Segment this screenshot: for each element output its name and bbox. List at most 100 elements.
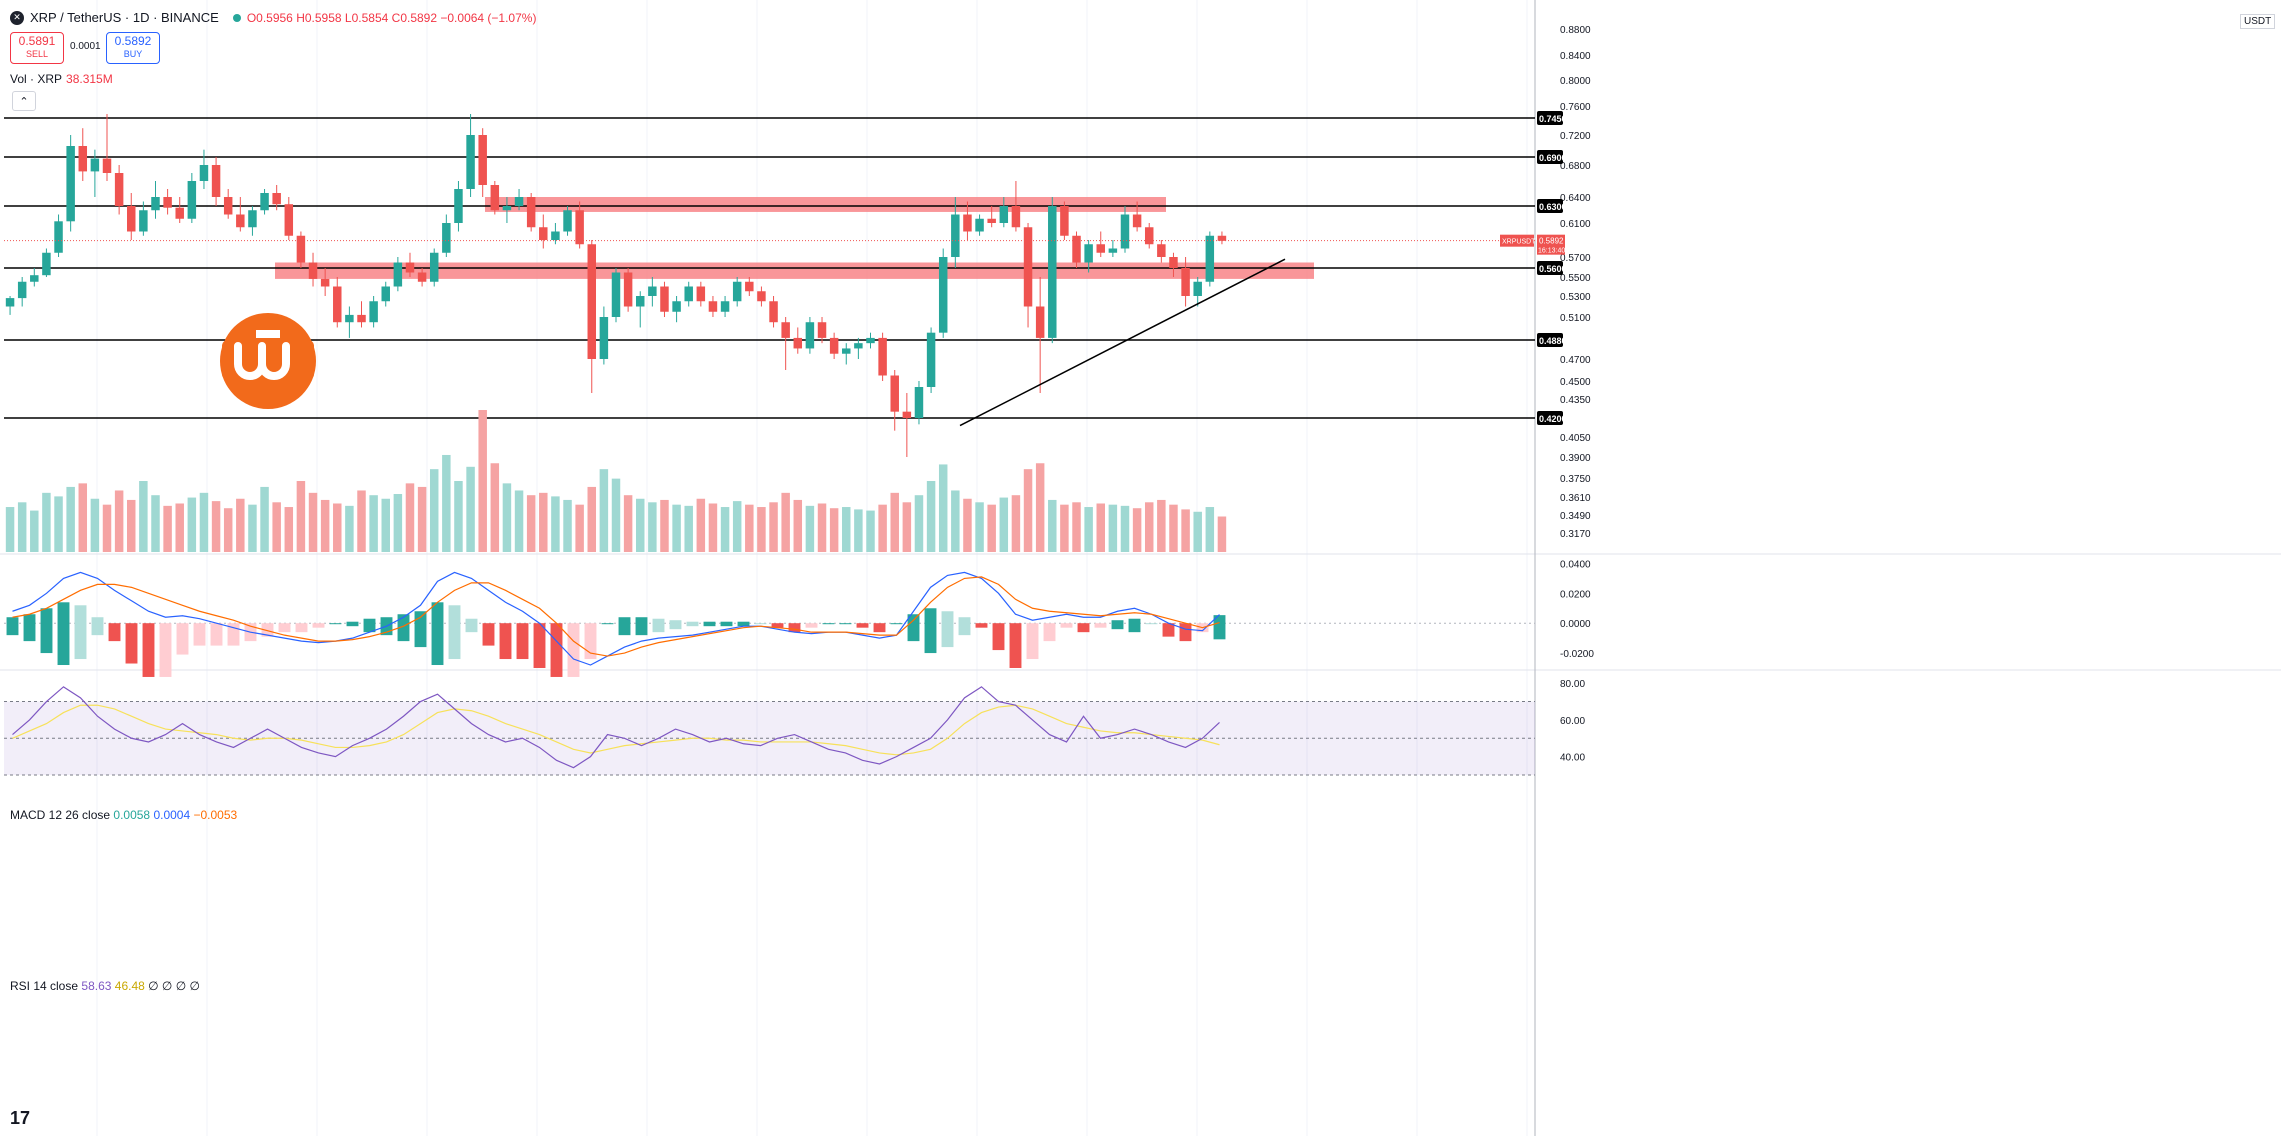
macd-hist-bar	[975, 623, 988, 628]
symbol-title[interactable]: XRP / TetherUS · 1D · BINANCE	[30, 10, 219, 25]
macd-hist-bar	[516, 623, 529, 660]
change-value: −0.0064 (−1.07%)	[440, 10, 537, 25]
collapse-chevron-icon[interactable]: ⌃	[12, 91, 36, 111]
price-tag	[1537, 234, 1565, 255]
candle-body	[563, 210, 572, 232]
volume-bar	[526, 495, 536, 552]
volume-bar	[1205, 507, 1215, 552]
watermark-glyph	[234, 342, 290, 380]
volume-bar	[866, 510, 875, 552]
support-trendline	[959, 258, 1286, 427]
market-status-dot	[232, 13, 241, 22]
buy-button[interactable]: 0.5892 BUY	[106, 32, 160, 64]
rsi-tick-label: 60.00	[1560, 716, 1585, 727]
macd-hist-bar	[1162, 623, 1175, 637]
macd-hist-bar	[448, 605, 461, 660]
candle-body	[284, 204, 294, 236]
macd-hist-bar	[1128, 618, 1141, 633]
candle-body	[914, 387, 924, 418]
macd-hist-bar	[873, 623, 886, 633]
volume-bar	[696, 498, 706, 552]
volume-bar	[369, 495, 378, 552]
candle-body	[1023, 227, 1033, 307]
tradingview-logo-icon[interactable]: 17	[10, 1108, 31, 1128]
volume-bar	[90, 498, 100, 552]
volume-bar	[466, 466, 475, 552]
macd-hist-bar	[74, 605, 87, 660]
volume-bar	[1169, 504, 1178, 552]
volume-bar	[611, 478, 621, 552]
macd-hist-bar	[1026, 623, 1039, 660]
level-tag	[1537, 111, 1563, 125]
price-tick-label: 0.6100	[1560, 219, 1591, 230]
candle-body	[248, 210, 257, 228]
level-tag	[1537, 150, 1563, 164]
macd-hist-bar	[312, 623, 325, 628]
currency-label[interactable]: USDT	[2240, 14, 2276, 29]
macd-hist-bar	[1060, 623, 1073, 628]
watermark-top	[256, 330, 280, 338]
candle-body	[1060, 206, 1069, 236]
candle-body	[17, 281, 27, 299]
volume-bar	[902, 502, 912, 552]
volume-bar	[1132, 508, 1142, 552]
macd-hist-bar	[6, 617, 19, 636]
macd-hist-bar	[210, 623, 223, 646]
price-tick-label: 0.5300	[1560, 292, 1591, 303]
candle-body	[296, 235, 306, 263]
volume-bar	[648, 502, 657, 552]
candle-body	[78, 146, 88, 172]
volume-bar	[1120, 505, 1130, 552]
volume-bar	[78, 483, 88, 552]
high-value: H0.5958	[296, 10, 342, 25]
open-value: O0.5956	[246, 10, 293, 25]
macd-hist-bar	[159, 623, 172, 677]
macd-hist-bar	[601, 623, 614, 625]
price-tick-label: 0.8400	[1560, 51, 1591, 62]
volume-bar	[878, 504, 887, 552]
candle-body	[30, 275, 39, 282]
macd-hist-bar	[856, 623, 869, 628]
macd-hist-bar	[1213, 615, 1226, 640]
candle-body	[260, 193, 269, 211]
volume-value: 38.315M	[66, 72, 113, 86]
level-tag	[1537, 199, 1563, 213]
sell-button[interactable]: 0.5891 SELL	[10, 32, 64, 64]
candle-body	[308, 262, 318, 279]
candle-body	[502, 206, 512, 211]
macd-legend[interactable]: MACD 12 26 close 0.0058 0.0004 −0.0053	[10, 808, 237, 822]
macd-hist-bar	[754, 623, 767, 625]
buy-label: BUY	[123, 49, 143, 59]
volume-bar	[1011, 495, 1021, 552]
volume-bar	[284, 507, 294, 552]
candle-body	[102, 158, 112, 173]
candle-body	[163, 197, 172, 208]
candle-body	[429, 252, 439, 282]
candle-body	[42, 252, 51, 276]
symbol-tag-label: XRPUSDT	[1502, 239, 1536, 246]
price-tick-label: 0.7600	[1560, 102, 1591, 113]
volume-bar	[502, 483, 512, 552]
macd-hist-bar	[329, 623, 342, 625]
price-tick-label: 0.3490	[1560, 511, 1591, 522]
volume-bar	[260, 486, 269, 552]
level-tag-label: 0.4880	[1539, 336, 1567, 346]
volume-bar	[514, 490, 524, 552]
volume-legend[interactable]: Vol · XRP 38.315M	[10, 72, 113, 86]
volume-bar	[429, 469, 439, 552]
macd-signal-line	[12, 576, 1220, 657]
volume-bar	[599, 469, 609, 552]
macd-tick-label: 0.0200	[1560, 589, 1591, 600]
candle-body	[1169, 257, 1178, 268]
candle-body	[199, 165, 209, 181]
rsi-legend[interactable]: RSI 14 close 58.63 46.48 ∅ ∅ ∅ ∅	[10, 979, 200, 993]
volume-bar	[672, 504, 681, 552]
macd-hist-bar	[1043, 623, 1056, 642]
candle-body	[1205, 235, 1215, 282]
candle-body	[769, 301, 778, 323]
volume-bar	[635, 498, 645, 552]
candle-body	[1108, 248, 1118, 253]
symbol-icon[interactable]: ✕	[10, 10, 24, 25]
